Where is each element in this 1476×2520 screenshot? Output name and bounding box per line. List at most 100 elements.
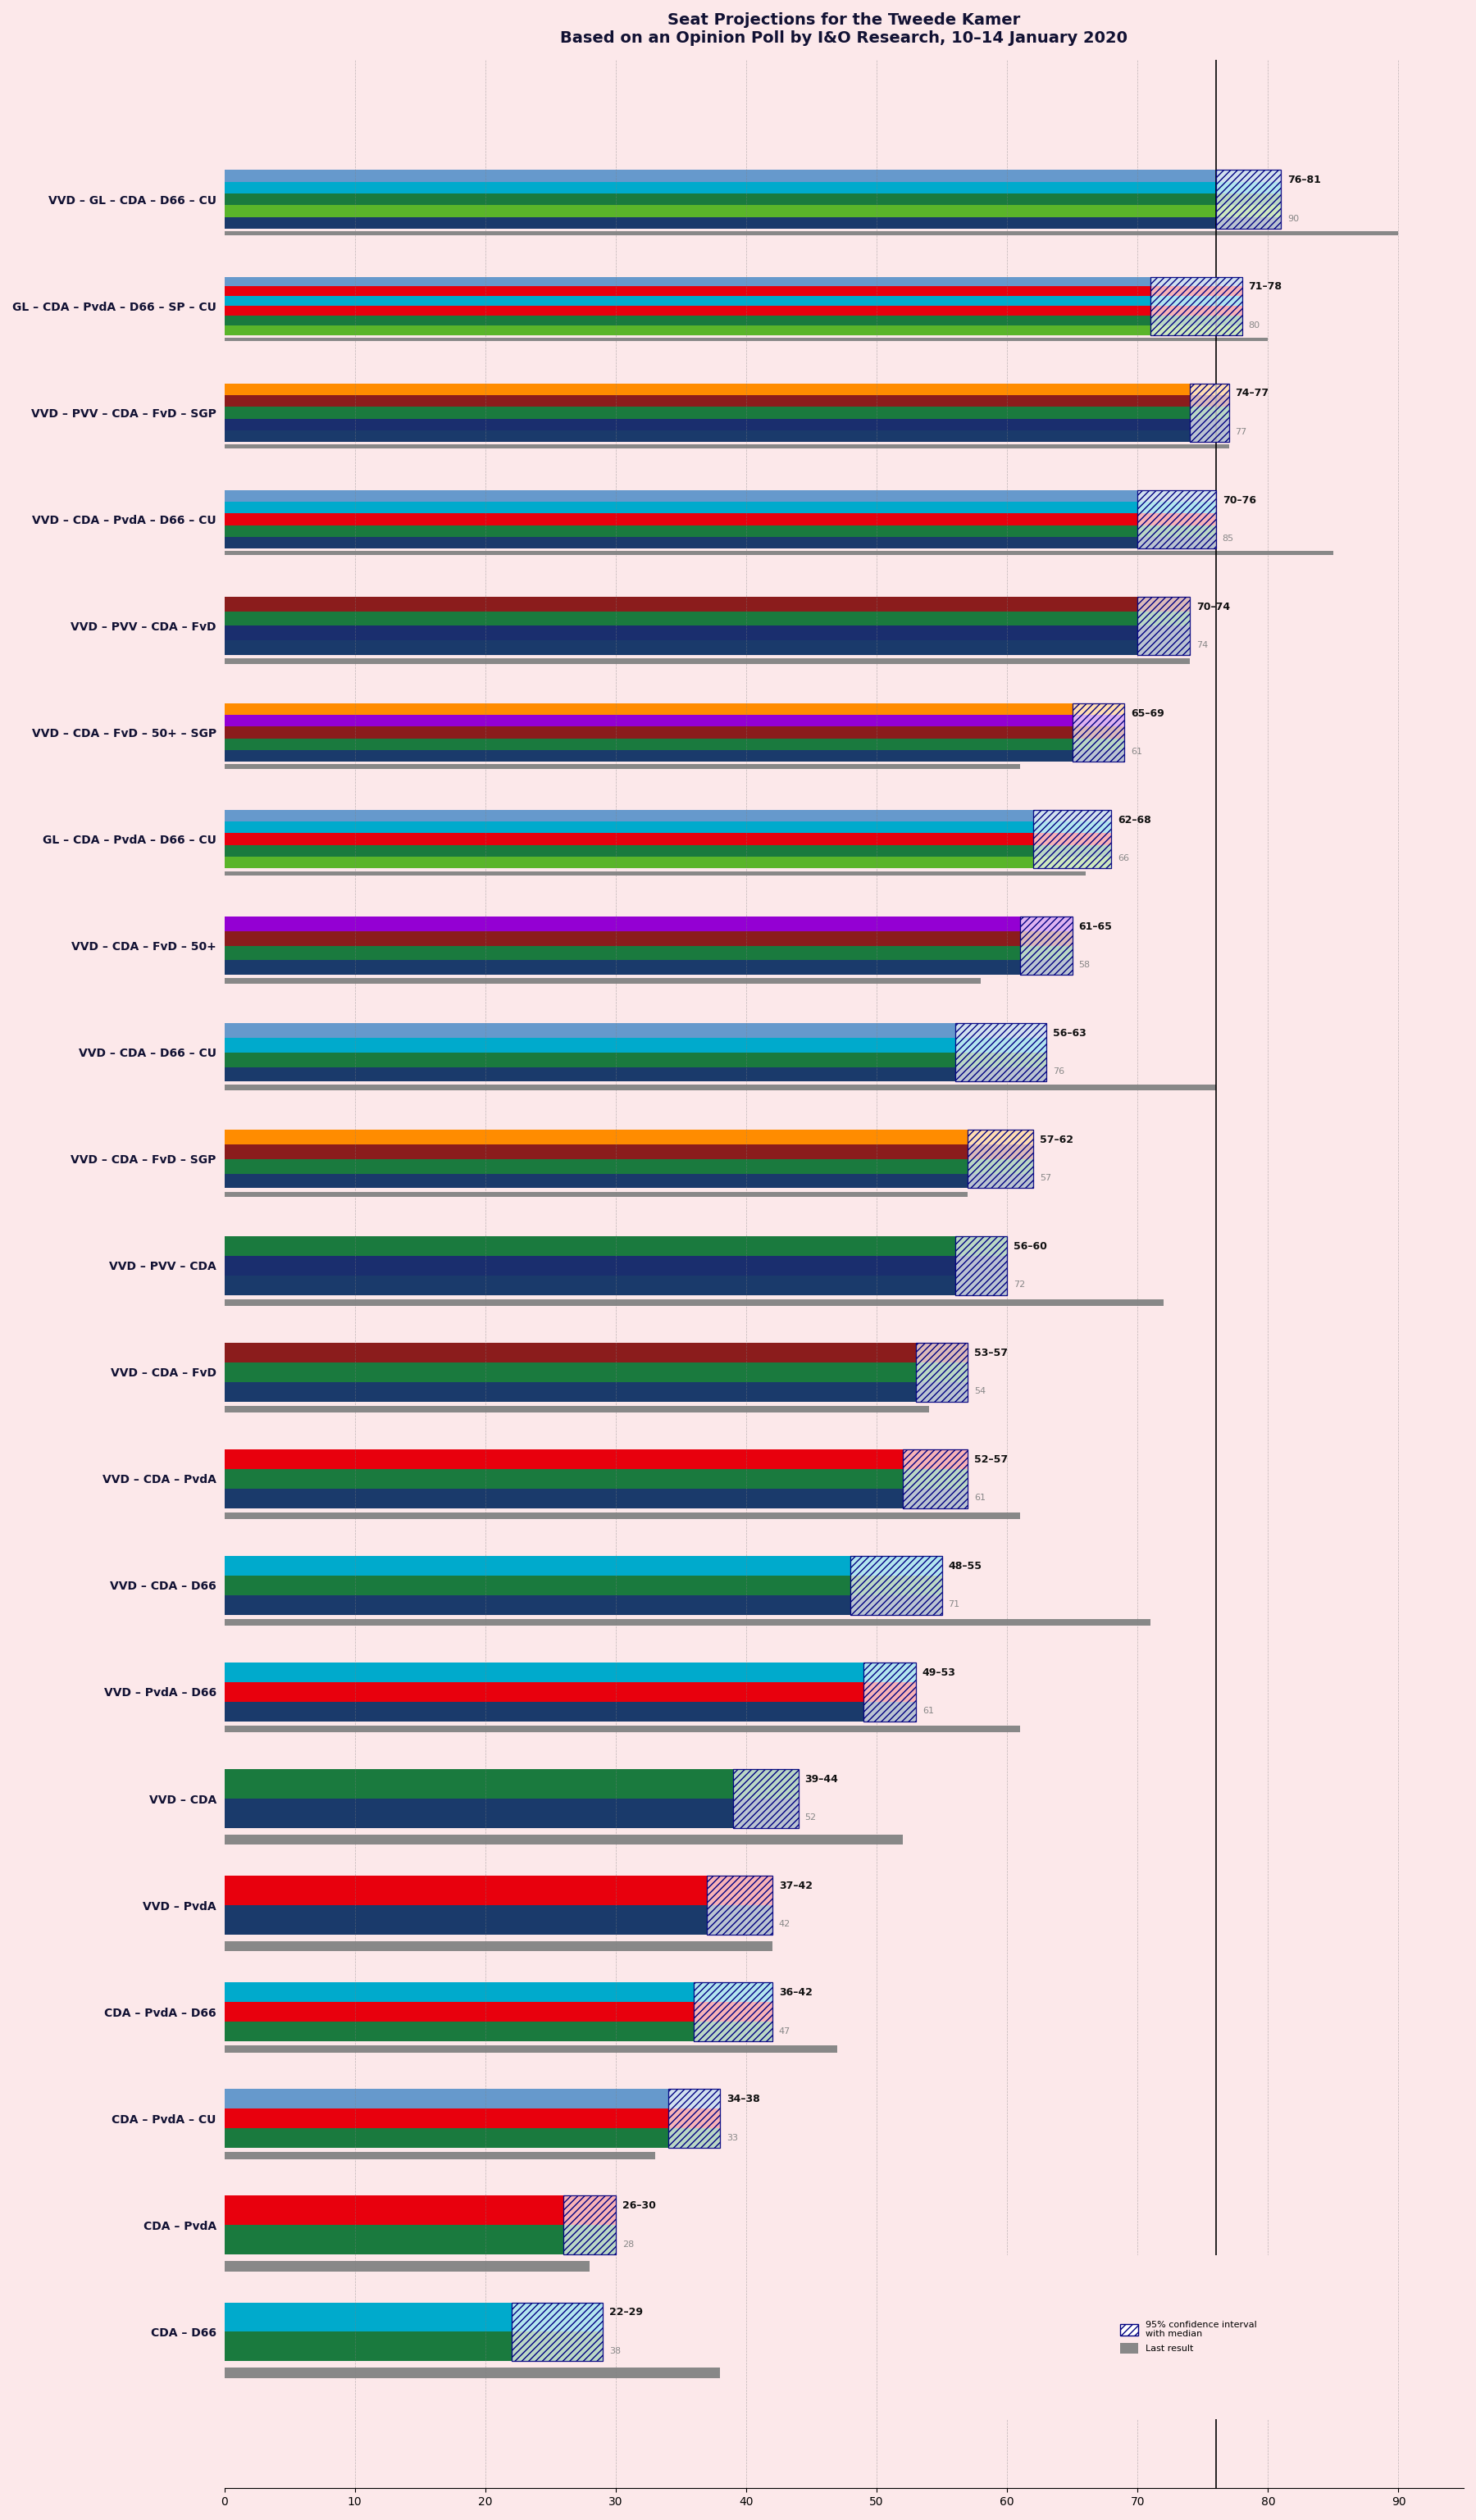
Bar bbox=[224, 1129, 1033, 1144]
Text: 36–42: 36–42 bbox=[779, 1988, 812, 1998]
Bar bbox=[224, 1983, 772, 2001]
Bar bbox=[224, 597, 1190, 612]
Bar bbox=[224, 872, 1085, 874]
Bar bbox=[224, 1086, 1216, 1091]
Bar bbox=[224, 2046, 837, 2051]
Bar bbox=[224, 1053, 1046, 1066]
Bar bbox=[224, 2260, 589, 2271]
FancyBboxPatch shape bbox=[1138, 489, 1216, 549]
Bar bbox=[224, 2021, 772, 2041]
FancyBboxPatch shape bbox=[1138, 597, 1190, 655]
FancyBboxPatch shape bbox=[955, 1237, 1007, 1295]
Text: 74: 74 bbox=[1196, 640, 1207, 650]
Bar bbox=[224, 822, 1111, 834]
FancyBboxPatch shape bbox=[669, 2089, 720, 2147]
Bar bbox=[224, 751, 1125, 761]
Bar bbox=[224, 489, 1216, 501]
Text: 65–69: 65–69 bbox=[1131, 708, 1165, 718]
Bar bbox=[224, 2225, 615, 2255]
Text: 71–78: 71–78 bbox=[1249, 282, 1283, 292]
Text: 80: 80 bbox=[1249, 320, 1261, 330]
Bar bbox=[224, 1255, 1007, 1275]
Bar bbox=[224, 1038, 1046, 1053]
Text: 26–30: 26–30 bbox=[623, 2200, 655, 2210]
Bar bbox=[224, 2152, 655, 2160]
FancyBboxPatch shape bbox=[968, 1129, 1033, 1189]
Bar bbox=[224, 217, 1281, 229]
FancyBboxPatch shape bbox=[903, 1449, 968, 1507]
Bar bbox=[224, 537, 1216, 549]
Bar bbox=[224, 844, 1111, 857]
Bar bbox=[224, 194, 1281, 204]
Text: 85: 85 bbox=[1222, 534, 1234, 542]
Bar bbox=[224, 2089, 720, 2109]
Title: Seat Projections for the Tweede Kamer
Based on an Opinion Poll by I&O Research, : Seat Projections for the Tweede Kamer Ba… bbox=[561, 13, 1128, 45]
Text: 76: 76 bbox=[1052, 1068, 1064, 1076]
Bar bbox=[224, 552, 1333, 554]
Legend: 95% confidence interval
with median, Last result: 95% confidence interval with median, Las… bbox=[1116, 2316, 1261, 2359]
Text: 57–62: 57–62 bbox=[1039, 1134, 1073, 1144]
Bar bbox=[224, 232, 1398, 234]
Text: 37–42: 37–42 bbox=[779, 1880, 812, 1893]
Bar bbox=[224, 960, 1073, 975]
Bar bbox=[224, 1343, 968, 1363]
Bar bbox=[224, 1406, 928, 1414]
Text: 52–57: 52–57 bbox=[974, 1454, 1008, 1464]
Bar bbox=[224, 406, 1230, 418]
Text: 56–60: 56–60 bbox=[1014, 1240, 1046, 1252]
Bar bbox=[224, 524, 1216, 537]
Bar bbox=[224, 945, 1073, 960]
Bar bbox=[224, 396, 1230, 406]
Bar bbox=[224, 738, 1125, 751]
Bar bbox=[224, 418, 1230, 431]
Bar bbox=[224, 1066, 1046, 1081]
FancyBboxPatch shape bbox=[863, 1663, 915, 1721]
Text: 61: 61 bbox=[922, 1706, 934, 1716]
Bar bbox=[224, 1381, 968, 1401]
Text: 39–44: 39–44 bbox=[804, 1774, 838, 1784]
Bar bbox=[224, 1363, 968, 1381]
Text: 42: 42 bbox=[779, 1920, 791, 1928]
Bar bbox=[224, 703, 1125, 716]
Bar bbox=[224, 2129, 720, 2147]
FancyBboxPatch shape bbox=[707, 1875, 772, 1935]
Bar bbox=[224, 1275, 1007, 1295]
Text: 58: 58 bbox=[1079, 960, 1091, 970]
Bar bbox=[224, 1555, 942, 1575]
Bar bbox=[224, 1726, 1020, 1734]
Text: 38: 38 bbox=[610, 2346, 621, 2356]
Bar bbox=[224, 1940, 772, 1950]
Bar bbox=[224, 297, 1241, 305]
Bar bbox=[224, 1595, 942, 1615]
Bar bbox=[224, 640, 1190, 655]
Text: 66: 66 bbox=[1117, 854, 1129, 862]
Bar bbox=[224, 1512, 1020, 1520]
Text: 47: 47 bbox=[779, 2026, 791, 2036]
Text: 72: 72 bbox=[1014, 1280, 1026, 1288]
Bar bbox=[224, 1023, 1046, 1038]
Bar bbox=[224, 204, 1281, 217]
Bar bbox=[224, 2109, 720, 2129]
Bar bbox=[224, 1300, 1163, 1305]
Bar bbox=[224, 1174, 1033, 1189]
Text: 34–38: 34–38 bbox=[726, 2094, 760, 2104]
Bar bbox=[224, 658, 1190, 663]
Bar bbox=[224, 444, 1230, 449]
FancyBboxPatch shape bbox=[1020, 917, 1073, 975]
Bar bbox=[224, 169, 1281, 181]
Bar bbox=[224, 716, 1125, 726]
Bar bbox=[224, 917, 1073, 930]
Text: 77: 77 bbox=[1235, 428, 1247, 436]
Bar bbox=[224, 1144, 1033, 1159]
Text: 56–63: 56–63 bbox=[1052, 1028, 1086, 1038]
FancyBboxPatch shape bbox=[1190, 383, 1230, 441]
Bar bbox=[224, 1575, 942, 1595]
Bar bbox=[224, 315, 1241, 325]
Bar bbox=[224, 809, 1111, 822]
Bar bbox=[224, 2303, 602, 2331]
Text: 28: 28 bbox=[623, 2240, 633, 2248]
FancyBboxPatch shape bbox=[955, 1023, 1046, 1081]
Text: 62–68: 62–68 bbox=[1117, 814, 1151, 824]
Text: 70–76: 70–76 bbox=[1222, 494, 1256, 507]
FancyBboxPatch shape bbox=[1033, 809, 1111, 869]
